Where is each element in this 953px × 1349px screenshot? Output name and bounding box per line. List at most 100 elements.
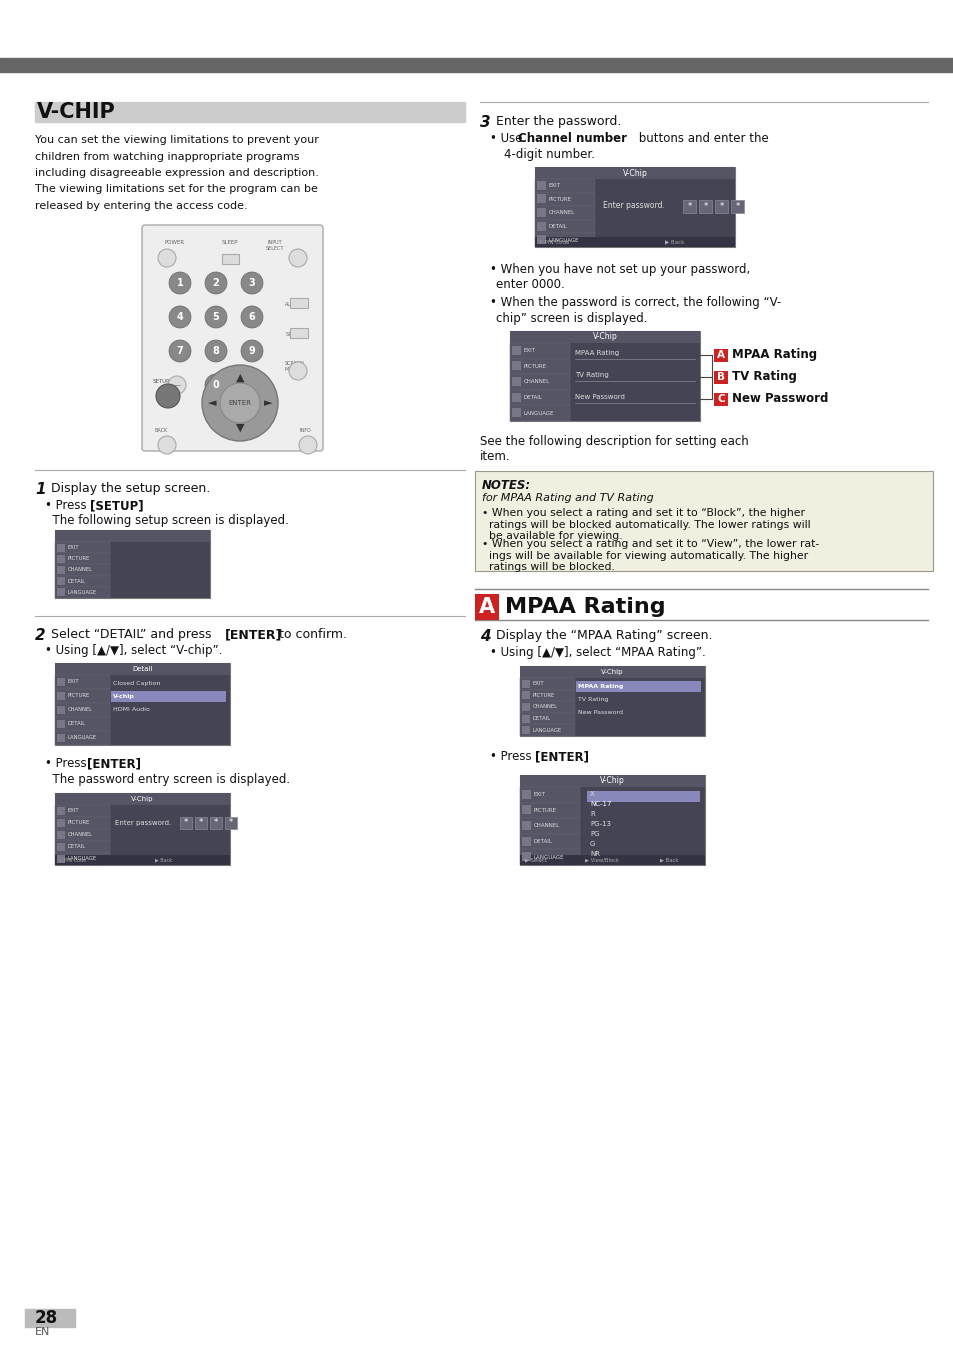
Text: Detail: Detail (132, 666, 152, 672)
Text: CHANNEL: CHANNEL (68, 707, 92, 712)
Bar (55, 805, 110, 817)
Text: 0: 0 (213, 380, 219, 390)
Text: V-Chip: V-Chip (132, 796, 153, 803)
Bar (55, 530, 210, 598)
Text: EXIT: EXIT (534, 792, 545, 797)
Bar (519, 666, 704, 737)
Text: 3: 3 (249, 278, 255, 287)
Text: PG: PG (589, 831, 598, 836)
Bar (519, 774, 704, 786)
Bar (57, 855, 65, 863)
Text: EXIT: EXIT (68, 680, 79, 684)
Bar (35, 103, 464, 121)
Bar (521, 822, 531, 830)
Text: TV Rating: TV Rating (575, 372, 608, 378)
Bar (55, 840, 110, 853)
Text: PICTURE: PICTURE (534, 808, 557, 813)
Text: 1: 1 (35, 482, 46, 496)
Text: AUDIO: AUDIO (285, 302, 300, 308)
Text: to confirm.: to confirm. (274, 629, 347, 641)
Bar (730, 200, 743, 213)
Text: LANGUAGE: LANGUAGE (68, 857, 97, 862)
Text: Select “DETAIL” and press: Select “DETAIL” and press (51, 629, 215, 641)
Text: ▲: ▲ (235, 374, 244, 383)
Bar (521, 692, 530, 699)
Text: *: * (229, 819, 233, 827)
Bar (535, 237, 734, 247)
Bar (521, 726, 530, 734)
Bar (519, 855, 704, 865)
Text: BACK: BACK (154, 428, 168, 433)
Text: NC-17: NC-17 (589, 801, 611, 807)
Text: The following setup screen is displayed.: The following setup screen is displayed. (45, 514, 289, 527)
Text: *: * (198, 819, 203, 827)
Bar (519, 689, 575, 701)
Bar (57, 577, 65, 585)
Circle shape (220, 383, 260, 424)
Bar (510, 390, 569, 406)
Text: SETUP: SETUP (152, 379, 171, 384)
Text: • Use: • Use (490, 132, 526, 144)
Text: ⊦ PIN Code: ⊦ PIN Code (60, 858, 86, 862)
Bar (535, 193, 595, 206)
Text: DETAIL: DETAIL (534, 839, 553, 844)
Text: LANGUAGE: LANGUAGE (548, 237, 578, 243)
Text: CHANNEL: CHANNEL (533, 704, 558, 710)
Bar (57, 544, 65, 552)
Bar (519, 666, 704, 679)
Text: DETAIL: DETAIL (523, 395, 542, 401)
Text: 4-digit number.: 4-digit number. (503, 148, 595, 161)
Bar (194, 817, 207, 830)
Text: LANGUAGE: LANGUAGE (68, 735, 97, 741)
Circle shape (168, 376, 186, 394)
Bar (521, 853, 531, 861)
Bar (519, 819, 579, 834)
Text: STILL: STILL (286, 332, 299, 337)
Text: • Press: • Press (45, 757, 91, 770)
Bar (586, 791, 700, 803)
Text: ⊦ PIN Code: ⊦ PIN Code (539, 240, 569, 244)
Text: CHANNEL: CHANNEL (68, 832, 92, 838)
Bar (512, 393, 520, 402)
Text: V-Chip: V-Chip (622, 169, 647, 178)
Text: item.: item. (479, 451, 510, 463)
Bar (512, 362, 520, 371)
Bar (537, 181, 545, 190)
Bar (57, 843, 65, 851)
Text: MPAA Rating: MPAA Rating (575, 349, 618, 356)
Bar (57, 831, 65, 839)
Bar (519, 679, 575, 689)
Bar (55, 530, 210, 542)
Text: [ENTER]: [ENTER] (535, 750, 588, 764)
Text: • When you select a rating and set it to “View”, the lower rat-
  ings will be a: • When you select a rating and set it to… (481, 540, 819, 572)
Text: 28: 28 (35, 1309, 58, 1327)
Text: 4: 4 (176, 312, 183, 322)
Bar (512, 345, 520, 355)
Bar (510, 406, 569, 421)
Text: Display the setup screen.: Display the setup screen. (51, 482, 210, 495)
Bar (519, 774, 704, 865)
Text: LANGUAGE: LANGUAGE (68, 590, 97, 595)
Text: A: A (478, 598, 495, 616)
Text: Display the “MPAA Rating” screen.: Display the “MPAA Rating” screen. (496, 629, 712, 642)
Circle shape (202, 366, 277, 441)
Text: 7: 7 (176, 345, 183, 356)
Bar (55, 817, 110, 830)
Text: released by entering the access code.: released by entering the access code. (35, 201, 248, 210)
Circle shape (289, 362, 307, 380)
Bar (57, 720, 65, 728)
Text: NOTES:: NOTES: (481, 479, 531, 492)
Text: HDMI Audio: HDMI Audio (112, 707, 150, 712)
Bar (519, 834, 579, 850)
Bar (535, 220, 595, 233)
Bar (57, 819, 65, 827)
Text: ▶ Back: ▶ Back (154, 858, 172, 862)
Bar (55, 662, 230, 674)
Text: The viewing limitations set for the program can be: The viewing limitations set for the prog… (35, 185, 317, 194)
Text: PICTURE: PICTURE (523, 364, 546, 368)
Bar (225, 817, 236, 830)
Text: LANGUAGE: LANGUAGE (533, 727, 561, 733)
Text: V-Chip: V-Chip (592, 332, 617, 341)
Text: • When the password is correct, the following “V-: • When the password is correct, the foll… (490, 295, 781, 309)
Bar (713, 349, 727, 362)
